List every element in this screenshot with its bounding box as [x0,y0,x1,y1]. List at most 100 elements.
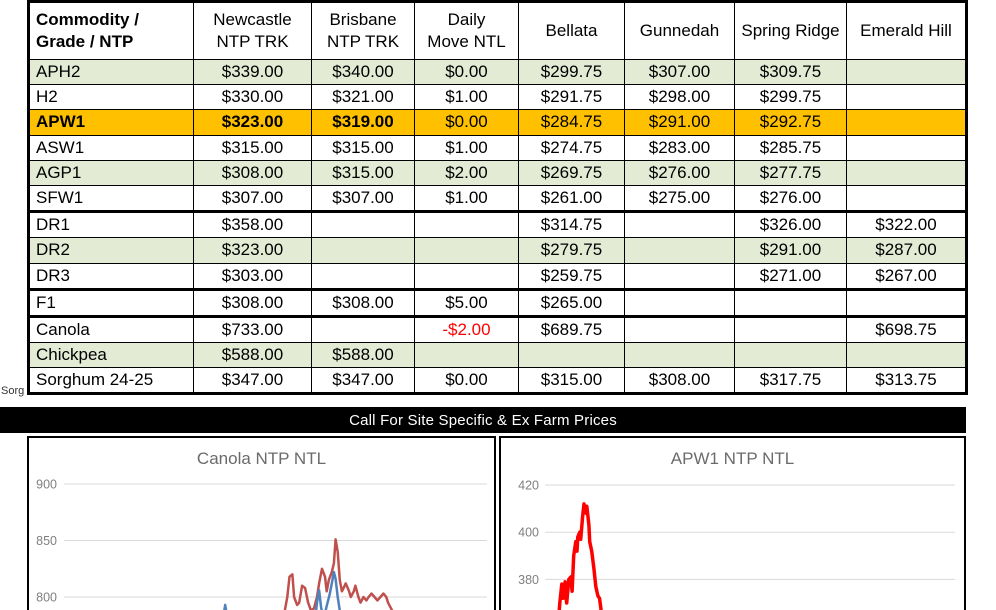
price-cell [624,315,735,344]
price-cell: $698.75 [846,315,967,344]
header-row: Commodity / Grade / NTP Newcastle NTP TR… [28,1,967,60]
price-cell [624,342,735,369]
table-row: Chickpea $588.00 $588.00 [28,342,967,369]
table-body: APH2 $339.00 $340.00 $0.00 $299.75 $307.00 $30… [28,58,967,395]
price-cell: $259.75 [518,262,625,291]
price-cell: $1.00 [414,184,519,214]
table-row: Canola $733.00 -$2.00 $689.75 $698.75 [28,315,967,344]
price-cell: $303.00 [193,262,312,291]
price-cell [624,288,735,318]
price-cell: $283.00 [624,134,735,161]
price-cell [414,342,519,369]
price-cell: $5.00 [414,288,519,318]
price-cell [846,84,967,111]
y-axis-tick: 380 [518,573,539,587]
table-row: H2 $330.00 $321.00 $1.00 $291.75 $298.00 $299.… [28,84,967,111]
series-line-apw1-ntl [557,502,603,610]
price-cell: $276.00 [624,159,735,186]
price-cell: $315.00 [193,134,312,161]
price-cell [624,262,735,291]
price-cell: $330.00 [193,84,312,111]
price-cell [311,237,415,264]
commodity-cell: APW1 [28,109,194,136]
price-cell [734,315,847,344]
price-cell: $689.75 [518,315,625,344]
price-cell: $279.75 [518,237,625,264]
apw1-chart-plot: 420 400 380 [518,479,955,610]
price-cell: $347.00 [311,367,415,395]
commodity-cell: DR1 [28,211,194,239]
price-cell: $307.00 [311,184,415,214]
price-cell: $2.00 [414,159,519,186]
commodity-cell: H2 [28,84,194,111]
price-cell: $274.75 [518,134,625,161]
price-cell: $276.00 [734,184,847,214]
price-cell: $307.00 [193,184,312,214]
price-cell [624,211,735,239]
price-cell: $340.00 [311,58,415,86]
commodity-cell: F1 [28,288,194,318]
price-cell: $285.75 [734,134,847,161]
price-cell: $588.00 [311,342,415,369]
price-cell: $291.75 [518,84,625,111]
canola-chart-plot: 900 850 800 [36,478,487,610]
table-row: APH2 $339.00 $340.00 $0.00 $299.75 $307.00 $30… [28,58,967,86]
price-cell [734,342,847,369]
table-row: Sorghum 24-25 $347.00 $347.00 $0.00 $315.00 $… [28,367,967,395]
price-cell [846,184,967,214]
price-cell: $292.75 [734,109,847,136]
apw1-chart-title: APW1 NTP NTL [670,449,795,468]
price-cell: $319.00 [311,109,415,136]
banner-text: Call For Site Specific & Ex Farm Prices [349,411,617,429]
price-cell [518,342,625,369]
table-header: Commodity / Grade / NTP Newcastle NTP TR… [28,1,967,60]
price-cell: $322.00 [846,211,967,239]
price-cell [414,262,519,291]
table-row: F1 $308.00 $308.00 $5.00 $265.00 [28,288,967,318]
table-row: DR2 $323.00 $279.75 $291.00 $287.00 [28,237,967,264]
price-cell: $267.00 [846,262,967,291]
price-cell [846,109,967,136]
price-cell [846,342,967,369]
y-axis-tick: 800 [36,591,57,605]
commodity-cell: AGP1 [28,159,194,186]
price-cell: $287.00 [846,237,967,264]
price-cell: $323.00 [193,109,312,136]
price-cell: $733.00 [193,315,312,344]
price-cell: $0.00 [414,367,519,395]
price-cell: $347.00 [193,367,312,395]
price-cell: $271.00 [734,262,847,291]
price-cell: $291.00 [734,237,847,264]
table-row: DR1 $358.00 $314.75 $326.00 $322.00 [28,211,967,239]
price-cell: $317.75 [734,367,847,395]
price-cell [846,58,967,86]
chart-panel-canola: 900 850 800 Canola NTP NTL [27,436,496,610]
price-cell: $308.00 [193,288,312,318]
price-table: Commodity / Grade / NTP Newcastle NTP TR… [27,0,968,396]
price-cell: $339.00 [193,58,312,86]
price-cell: $326.00 [734,211,847,239]
chart-panel-apw1: 420 400 380 APW1 NTP NTL [499,436,966,610]
commodity-cell: SFW1 [28,184,194,214]
price-cell: $315.00 [311,134,415,161]
price-cell: $0.00 [414,109,519,136]
header-bellata: Bellata [518,1,625,60]
table-row: AGP1 $308.00 $315.00 $2.00 $269.75 $276.00 $27… [28,159,967,186]
header-daily-move: Daily Move NTL [414,1,519,60]
price-cell [734,288,847,318]
price-cell: $0.00 [414,58,519,86]
price-cell: $308.00 [311,288,415,318]
price-cell: $284.75 [518,109,625,136]
price-cell: $321.00 [311,84,415,111]
header-commodity: Commodity / Grade / NTP [28,1,194,60]
price-cell [311,315,415,344]
price-cell [414,211,519,239]
price-cell [846,134,967,161]
price-cell [311,211,415,239]
price-cell: $269.75 [518,159,625,186]
commodity-cell: ASW1 [28,134,194,161]
price-cell: $275.00 [624,184,735,214]
price-cell [311,262,415,291]
table-row: SFW1 $307.00 $307.00 $1.00 $261.00 $275.00 $27… [28,184,967,214]
header-emerald-hill: Emerald Hill [846,1,967,60]
